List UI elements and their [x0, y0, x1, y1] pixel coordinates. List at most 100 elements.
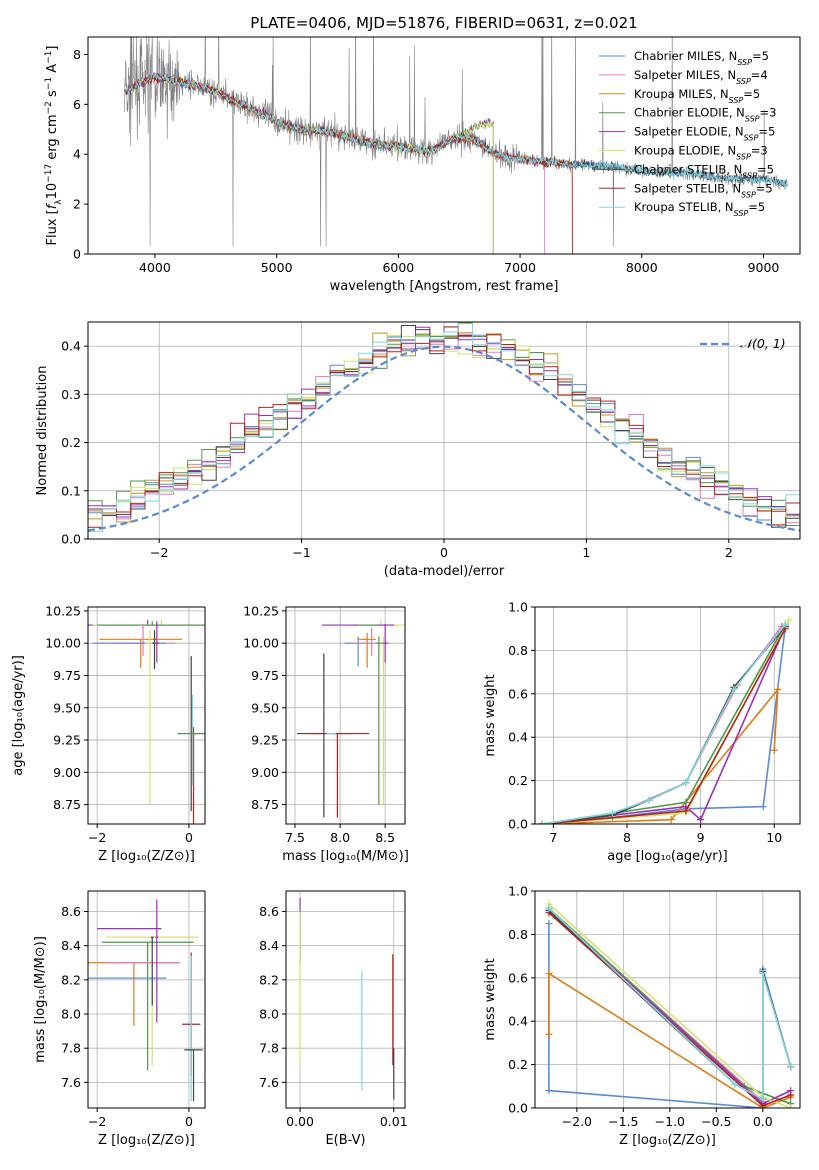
- mass-vs-metallicity-panel: −2 0 7.6 7.8 8.0 8.2 8.4 8.6 Z [log₁₀(Z/Z⊙)] mass…: [33, 890, 206, 1148]
- legend-name: Kroupa MILES, N: [634, 87, 729, 101]
- y-tick-label: 7.6: [61, 1075, 81, 1090]
- x-axis-label: (data-model)/error: [384, 564, 505, 579]
- y-tick-label: 9.75: [251, 668, 279, 683]
- y-tick-label: 0.6: [508, 970, 528, 985]
- legend-entry: Salpeter ELODIE, NSSP=5: [634, 125, 775, 143]
- mass-weight-point: [697, 816, 705, 824]
- legend-sub: SSP: [734, 209, 749, 218]
- y-tick-label: 8.6: [259, 904, 279, 919]
- y-tick-label: 9.00: [53, 765, 81, 780]
- mass-weight-point: [667, 816, 675, 824]
- legend-name: Kroupa ELODIE, N: [634, 144, 736, 158]
- y-axis-label-part: erg cm: [45, 114, 60, 163]
- y-tick-label: 9.75: [53, 668, 81, 683]
- x-tick-label: 8.0: [330, 830, 350, 845]
- legend-entry: Chabrier STELIB, NSSP=5: [634, 162, 774, 180]
- x-tick-label: 8: [623, 830, 631, 845]
- x-tick-label: 2: [725, 545, 733, 560]
- mass-weight-point: [608, 809, 616, 817]
- model-spectrum-line: [124, 73, 788, 190]
- x-tick-label: −2: [88, 1114, 106, 1129]
- y-tick-label: 10.25: [243, 603, 279, 618]
- mass-weight-point: [545, 1030, 553, 1038]
- y-tick-label: 7.8: [61, 1041, 81, 1056]
- mass-weight-point: [759, 1095, 767, 1103]
- mass-weight-point: [682, 779, 690, 787]
- y-axis-label-part: ]: [45, 46, 60, 51]
- y-tick-label: 8.4: [61, 938, 81, 953]
- legend-name: Kroupa STELIB, N: [634, 200, 734, 214]
- legend-sub: SSP: [736, 76, 751, 85]
- y-tick-label: 0.8: [508, 643, 528, 658]
- normal-distribution-curve: [88, 345, 800, 532]
- y-tick-label: 8.0: [259, 1007, 279, 1022]
- legend-name: Chabrier MILES, N: [634, 49, 737, 63]
- plot-area: [545, 900, 795, 1108]
- legend-entry: 𝒩(0, 1): [740, 336, 786, 351]
- y-tick-label: 9.25: [251, 733, 279, 748]
- y-axis-label: Normed distribution: [35, 366, 50, 496]
- model-spectrum-line: [124, 72, 494, 254]
- y-tick-label: 8.2: [259, 972, 279, 987]
- axes-frame: [285, 606, 406, 825]
- plot-area: [88, 322, 800, 533]
- legend-sub: SSP: [737, 58, 752, 67]
- y-axis-label-part: Flux [: [45, 209, 60, 245]
- x-tick-label: 10: [766, 830, 782, 845]
- y-axis-label-part: −1: [44, 51, 54, 64]
- x-tick-label: 5000: [261, 260, 293, 275]
- x-tick-label: −1: [292, 545, 310, 560]
- y-tick-label: 9.50: [53, 700, 81, 715]
- y-tick-label: 7.8: [259, 1041, 279, 1056]
- mass-vs-ebv-panel: 0.00 0.01 7.6 7.8 8.0 8.2 8.4 8.6 E(B-V): [259, 890, 408, 1148]
- y-axis-label: Flux [fλ10−17 erg cm−2 s−1 A−1]: [44, 46, 64, 246]
- x-axis-label: Z [log₁₀(Z/Z⊙)]: [619, 1133, 716, 1148]
- plot-area: [299, 897, 395, 1100]
- y-tick-label: 6: [73, 97, 81, 112]
- axes-frame: [534, 606, 801, 825]
- y-axis-label-part: 10: [45, 183, 60, 200]
- mass-weight-point: [545, 969, 553, 977]
- x-axis-label: Z [log₁₀(Z/Z⊙)]: [98, 1133, 195, 1148]
- x-tick-label: 6000: [382, 260, 414, 275]
- legend-entry: Kroupa STELIB, NSSP=5: [634, 200, 765, 218]
- y-tick-label: 7.6: [259, 1075, 279, 1090]
- x-tick-label: 7.5: [285, 830, 305, 845]
- x-tick-label: 7000: [504, 260, 536, 275]
- legend-name: Salpeter STELIB, N: [634, 181, 741, 195]
- mass-weight-point: [538, 820, 546, 824]
- mass-weight-line: [542, 623, 786, 824]
- mass-weight-point: [787, 1063, 795, 1071]
- y-axis-label-part: s: [45, 90, 60, 101]
- mass-weight-vs-age-panel: 7 8 9 10 0.0 0.2 0.4 0.6 0.8 1.0 age [log₁₀(age/yr…: [483, 600, 801, 864]
- mass-weight-point: [787, 1104, 795, 1108]
- x-tick-label: 0: [185, 830, 193, 845]
- legend-entry: Chabrier MILES, NSSP=5: [634, 49, 769, 67]
- x-tick-label: 8000: [626, 260, 658, 275]
- legend-val: =5: [748, 200, 765, 214]
- model-spectrum-line: [124, 73, 494, 254]
- mass-weight-line: [542, 628, 787, 824]
- legend-name: Salpeter ELODIE, N: [634, 125, 744, 139]
- legend-name: Chabrier ELODIE, N: [634, 106, 745, 120]
- legend-val: =4: [751, 68, 768, 82]
- mass-weight-point: [785, 616, 793, 624]
- y-tick-label: 0.0: [61, 532, 81, 547]
- legend-sub: SSP: [742, 171, 757, 180]
- x-axis-label: Z [log₁₀(Z/Z⊙)]: [98, 849, 195, 864]
- y-axis-label-part: f: [45, 202, 60, 209]
- mass-weight-line: [542, 687, 779, 824]
- y-tick-label: 8.2: [61, 972, 81, 987]
- y-axis-label-part: −2: [44, 101, 54, 114]
- residual-histogram-panel: −2 −1 0 1 2 0.0 0.1 0.2 0.3 0.4 (data-model)/error…: [35, 321, 801, 579]
- y-tick-label: 0.0: [508, 1101, 528, 1116]
- histogram-step-line: [88, 322, 800, 533]
- mass-weight-point: [545, 1087, 553, 1095]
- axes-frame: [87, 890, 206, 1109]
- x-tick-label: 8.5: [375, 830, 395, 845]
- legend-sub: SSP: [745, 114, 760, 123]
- x-axis-label: mass [log₁₀(M/M⊙)]: [282, 849, 409, 864]
- y-axis-label: mass [log₁₀(M/M⊙)]: [33, 936, 48, 1063]
- y-tick-label: 0.2: [508, 1057, 528, 1072]
- mass-weight-point: [774, 685, 782, 693]
